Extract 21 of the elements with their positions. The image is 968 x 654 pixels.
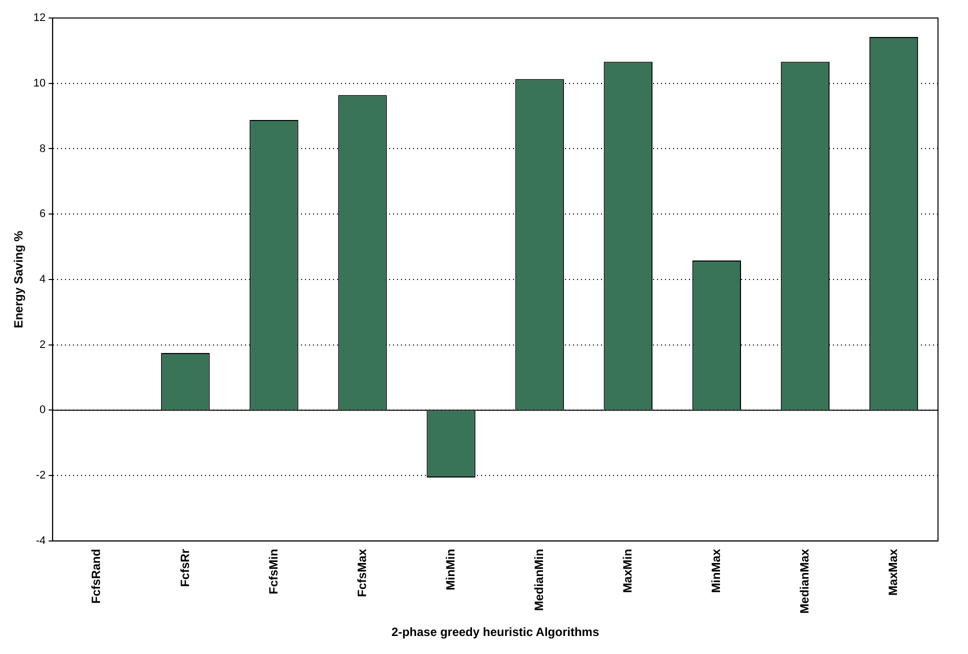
x-tick-label: FcfsMax — [354, 548, 369, 597]
y-tick-label: 2 — [40, 338, 46, 351]
y-tick-label: 8 — [40, 142, 46, 155]
y-tick-label: -2 — [36, 470, 46, 482]
x-axis-title: 2-phase greedy heuristic Algorithms — [392, 625, 600, 640]
y-tick-label: 4 — [40, 273, 46, 286]
x-tick-label: MinMin — [443, 548, 458, 590]
x-tick-label: FcfsRand — [89, 548, 104, 604]
x-tick-label: MaxMin — [620, 548, 634, 593]
x-tick-label: MinMax — [708, 548, 723, 593]
y-tick-label: 10 — [33, 77, 46, 90]
x-tick-label: MedianMax — [798, 548, 812, 614]
y-tick-label: 0 — [40, 404, 46, 416]
x-tick-label: FcfsRr — [178, 548, 192, 587]
x-tick-label: MaxMax — [886, 548, 900, 596]
x-tick-label: FcfsMin — [266, 548, 280, 594]
y-tick-label: 12 — [33, 12, 46, 24]
y-tick-label: 6 — [40, 208, 46, 220]
y-axis-title: Energy Saving % — [12, 230, 26, 328]
y-tick-label: -4 — [36, 534, 46, 547]
x-tick-label: MedianMin — [532, 548, 546, 611]
